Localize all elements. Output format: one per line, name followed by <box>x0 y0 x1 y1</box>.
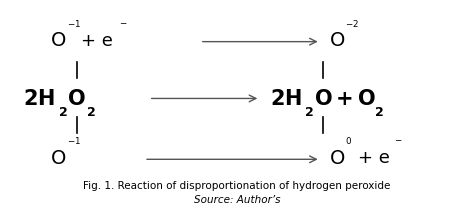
Text: Fig. 1. Reaction of disproportionation of hydrogen peroxide: Fig. 1. Reaction of disproportionation o… <box>83 180 391 190</box>
Text: $^{-2}$: $^{-2}$ <box>345 20 359 33</box>
Text: $\mathbf{O}$: $\mathbf{O}$ <box>67 89 86 109</box>
Text: $\mathbf{2}$: $\mathbf{2}$ <box>374 106 383 119</box>
Text: O: O <box>51 148 66 167</box>
Text: $^{-1}$: $^{-1}$ <box>67 20 82 33</box>
Text: $\mathbf{2}$: $\mathbf{2}$ <box>58 106 68 119</box>
Text: + e: + e <box>82 32 113 49</box>
Text: Source: Author’s: Source: Author’s <box>194 194 280 204</box>
Text: O: O <box>330 31 345 50</box>
Text: $\mathbf{2}$: $\mathbf{2}$ <box>86 106 96 119</box>
Text: O: O <box>330 148 345 167</box>
Text: $^{-}$: $^{-}$ <box>394 137 402 150</box>
Text: $\mathbf{2H}$: $\mathbf{2H}$ <box>270 89 301 109</box>
Text: $\mathbf{2H}$: $\mathbf{2H}$ <box>23 89 55 109</box>
Text: $^{-}$: $^{-}$ <box>118 20 127 33</box>
Text: $^{0}$: $^{0}$ <box>345 137 352 150</box>
Text: + e: + e <box>358 149 390 166</box>
Text: O: O <box>51 31 66 50</box>
Text: $\mathbf{O + O}$: $\mathbf{O + O}$ <box>314 89 375 109</box>
Text: $^{-1}$: $^{-1}$ <box>67 137 82 150</box>
Text: $\mathbf{2}$: $\mathbf{2}$ <box>304 106 314 119</box>
